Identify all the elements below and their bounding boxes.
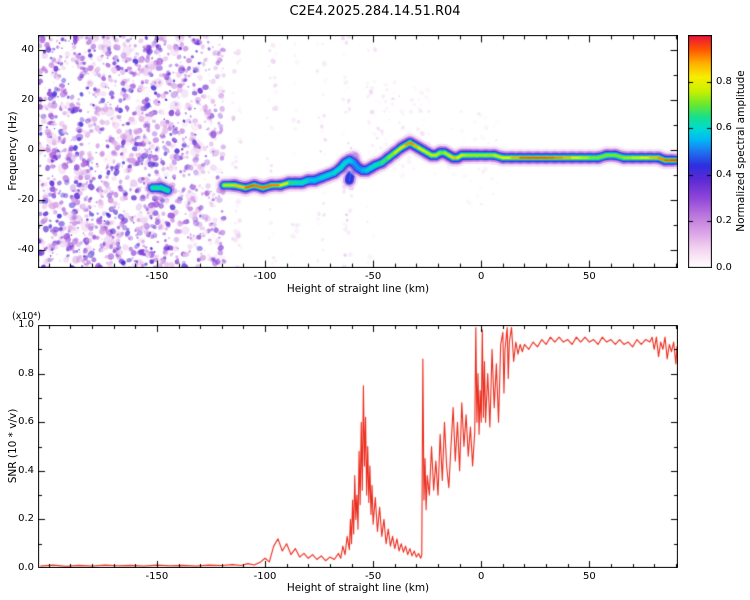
colorbar-tick-label: 0.0	[716, 262, 732, 273]
snr-xaxis-label: Height of straight line (km)	[286, 582, 430, 594]
colorbar-label: Normalized spectral amplitude	[735, 70, 747, 232]
spectrogram-y-tick-label: 40	[21, 44, 34, 56]
snr-canvas	[38, 325, 678, 568]
snr-y-tick-label: 0.2	[18, 513, 34, 525]
snr-y-tick-label: 0.6	[18, 416, 34, 428]
snr-y-tick-label: 0.8	[18, 367, 34, 379]
spectrogram-y-tick-label: 20	[21, 94, 34, 106]
snr-scale-note: (x10⁴)	[12, 311, 41, 322]
spectrogram-panel	[38, 35, 678, 268]
spectrogram-x-tick-label: 0	[478, 271, 485, 282]
figure-title: C2E4.2025.284.14.51.R04	[289, 4, 461, 19]
snr-x-tick-label: -150	[145, 571, 169, 582]
spectrogram-y-tick-label: -40	[17, 244, 34, 256]
colorbar-panel	[688, 35, 712, 268]
colorbar-tick-label: 0.6	[716, 122, 732, 134]
spectrogram-y-tick-label: 0	[27, 144, 34, 156]
spectrogram-xaxis-label: Height of straight line (km)	[286, 283, 430, 295]
colorbar-tick-label: 0.4	[716, 168, 732, 180]
snr-x-tick-label: -50	[364, 571, 382, 582]
spectrogram-x-tick-label: -100	[253, 271, 277, 282]
colorbar-canvas	[688, 35, 712, 268]
spectrogram-x-tick-label: -50	[364, 271, 382, 282]
snr-x-tick-label: 0	[478, 571, 485, 582]
colorbar-tick-label: 0.8	[716, 75, 732, 87]
snr-y-tick-label: 0.0	[18, 562, 34, 573]
spectrogram-x-tick-label: 50	[582, 271, 596, 282]
snr-x-tick-label: -100	[253, 571, 277, 582]
spectrogram-canvas	[38, 35, 678, 268]
snr-y-tick-label: 0.4	[18, 464, 34, 476]
spectrogram-x-tick-label: -150	[145, 271, 169, 282]
spectrogram-y-tick-label: -20	[17, 194, 34, 206]
snr-x-tick-label: 50	[582, 571, 596, 582]
snr-panel	[38, 325, 678, 568]
colorbar-tick-label: 0.2	[716, 215, 732, 227]
snr-y-tick-label: 1.0	[18, 319, 34, 330]
